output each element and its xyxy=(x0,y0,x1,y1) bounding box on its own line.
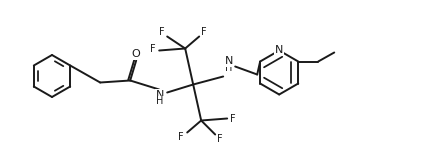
Text: F: F xyxy=(230,114,236,124)
Text: O: O xyxy=(132,49,140,59)
Text: F: F xyxy=(217,134,222,144)
Text: F: F xyxy=(159,27,165,37)
Text: N: N xyxy=(224,56,233,66)
Text: H: H xyxy=(156,97,163,107)
Text: F: F xyxy=(150,44,156,54)
Text: N: N xyxy=(156,90,164,100)
Text: F: F xyxy=(201,27,206,37)
Text: H: H xyxy=(225,63,232,73)
Text: N: N xyxy=(274,46,283,56)
Text: F: F xyxy=(178,132,184,141)
